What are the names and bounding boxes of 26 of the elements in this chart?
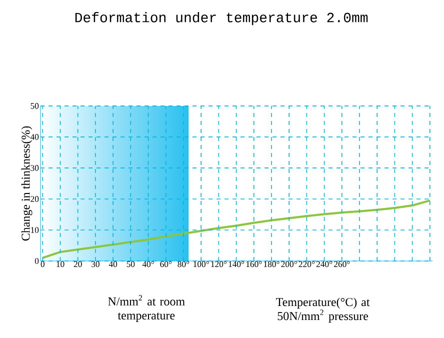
y-tick-label: 40 [30,134,39,140]
text: Temperature(°C) at 50N/mm$^{2}$ pressure [276,298,370,323]
y-tick-label: 50 [30,103,39,109]
y-tick-label: 20 [30,196,39,202]
x-tick-label: 160° [246,261,262,268]
x-tick-label: 50 [126,261,135,268]
x-tick-label: 240° [316,261,332,268]
x-tick-label: 260° [334,261,350,268]
y-tick-label: 10 [31,227,39,233]
x-tick-label: 40° [142,261,154,268]
x-tick-label: 0 [40,261,44,268]
x-tick-label: 140° [228,261,244,268]
x-tick-label: 100° [194,261,209,268]
y-tick-label: 30 [30,165,39,171]
x-tick-label: 220° [298,261,314,268]
text: N/mm$^{2}$ at room temperature [108,295,185,322]
x-tick-label: 180° [264,261,280,268]
x-tick-label: 40 [108,261,118,268]
x-tick-label: 30 [92,261,100,268]
x-tick-label: 60° [160,261,172,268]
chart-title: Deformation under temperature 2.0mm [75,12,368,26]
x-tick-label: 20 [74,261,82,268]
x-tick-label: 10 [56,261,64,268]
x-tick-label: 200° [281,261,297,268]
x-tick-label: 80° [178,261,190,268]
x-tick-label: 120° [211,261,226,268]
